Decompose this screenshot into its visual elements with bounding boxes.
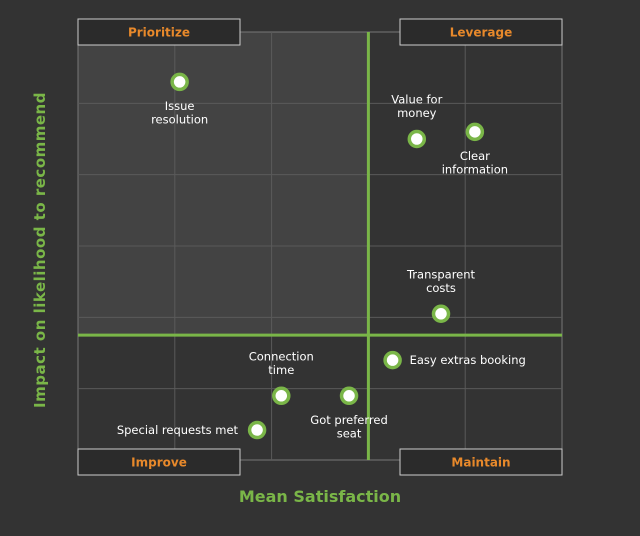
prioritize-region <box>78 32 368 335</box>
data-point-issue-resolution <box>170 72 189 92</box>
quadrant-label-leverage: Leverage <box>450 26 513 40</box>
data-label-line: Connection <box>249 349 314 363</box>
data-label-special-requests-met: Special requests met <box>117 423 239 437</box>
data-label-issue-resolution: Issue resolution <box>151 99 208 127</box>
data-point-transparent-costs <box>431 304 451 324</box>
data-point-got-preferred-seat <box>339 386 359 406</box>
data-label-line: resolution <box>151 112 208 126</box>
data-label-got-preferred-seat: Got preferred seat <box>310 413 387 441</box>
quadrant-label-prioritize: Prioritize <box>128 26 190 40</box>
data-label-transparent-costs: Transparent costs <box>406 267 476 295</box>
data-label-line: seat <box>337 426 362 440</box>
data-point-special-requests-met <box>247 420 267 440</box>
quadrant-label-improve-box <box>77 448 241 476</box>
y-axis-label: Impact on likelihood to recommend <box>31 92 49 408</box>
data-label-line: Got preferred <box>310 413 387 427</box>
data-point-easy-extras-booking <box>383 350 402 370</box>
y-axis-label-container: Impact on likelihood to recommend <box>0 0 80 536</box>
data-label-line: time <box>268 363 294 377</box>
data-label-line: Clear <box>460 149 490 163</box>
data-label-line: money <box>397 106 437 120</box>
data-label-line: information <box>442 162 508 176</box>
data-label-clear-information: Clear information <box>442 149 508 177</box>
quadrant-label-maintain-box <box>399 448 563 476</box>
data-label-line: Transparent <box>406 267 476 281</box>
quadrant-label-maintain: Maintain <box>451 456 510 470</box>
data-label-connection-time: Connection time <box>249 349 314 377</box>
data-label-line: Special requests met <box>117 423 239 437</box>
data-point-value-for-money <box>407 129 427 149</box>
data-point-connection-time <box>272 386 291 406</box>
data-label-line: Value for <box>391 93 442 107</box>
data-point-clear-information <box>465 122 485 142</box>
x-axis-label: Mean Satisfaction <box>238 487 402 506</box>
data-label-easy-extras-booking: Easy extras booking <box>410 353 526 367</box>
data-label-line: Issue <box>165 99 195 113</box>
quadrant-label-improve: Improve <box>131 456 187 470</box>
quadrant-label-leverage-box <box>399 18 563 46</box>
data-label-line: costs <box>426 281 456 295</box>
data-label-value-for-money: Value for money <box>391 93 442 121</box>
data-label-line: Easy extras booking <box>410 353 526 367</box>
quadrant-label-prioritize-box <box>77 18 241 46</box>
